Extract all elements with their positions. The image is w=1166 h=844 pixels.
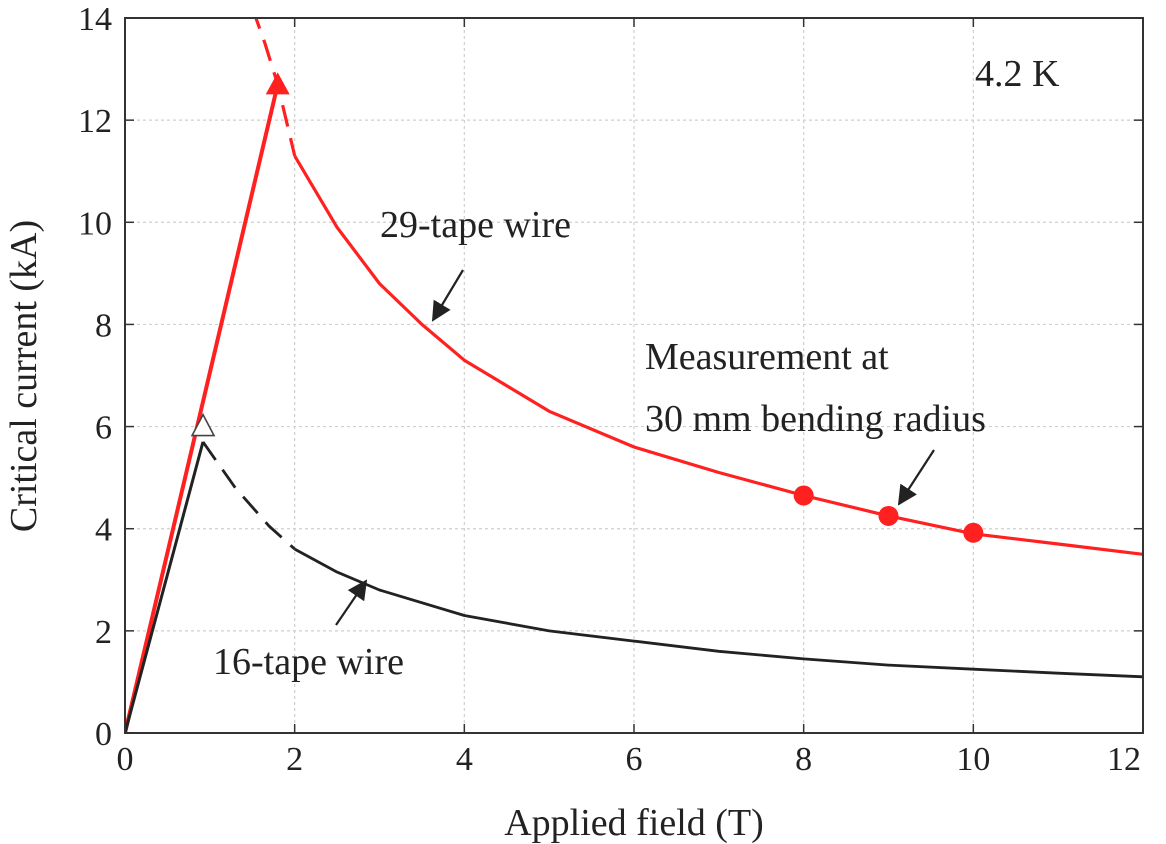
x-tick-label: 2 [286,741,303,778]
temperature-label: 4.2 K [975,53,1060,95]
x-tick-label: 12 [1107,741,1141,778]
series-layer [125,18,1143,733]
tape16-ramp-line [125,441,205,733]
y-tick-label: 4 [95,512,112,549]
series-group [125,18,1143,733]
tape16-peak-marker [190,412,216,437]
measurement-label-line2: 30 mm bending radius [645,398,986,440]
y-tick-label: 8 [95,307,112,344]
measurement-label-line1: Measurement at [645,336,889,378]
x-tick-label: 4 [456,741,473,778]
y-tick-label: 6 [95,410,112,447]
x-tick-label: 0 [117,741,134,778]
y-tick-label: 12 [78,103,112,140]
arrow-measurement [897,449,935,506]
measurement-point [793,485,814,506]
arrow-29-tape [431,269,464,322]
tape29-peak-marker [265,72,290,95]
y-tick-label: 14 [78,1,112,38]
x-tick-label: 10 [956,741,990,778]
tape29-ramp-line [125,83,280,733]
tape16-curve [294,547,1143,679]
grid [125,18,1143,733]
y-tick-label: 0 [95,716,112,753]
measurement-point [878,505,899,526]
y-tick-label: 10 [78,205,112,242]
label-16-tape-wire: 16-tape wire [213,641,404,683]
axis-ticks: 0 2 4 6 8 10 12 0 2 4 6 8 10 12 14 [78,1,1144,778]
tape16-dashed-segment [201,441,296,551]
label-29-tape-wire: 29-tape wire [380,204,571,246]
measurement-point [963,522,984,543]
x-tick-label: 8 [795,741,812,778]
arrow-16-tape [335,579,368,626]
y-tick-label: 2 [95,614,112,651]
y-axis-label: Critical current (kA) [3,220,45,532]
x-axis-label: Applied field (T) [504,802,764,844]
x-tick-label: 6 [626,741,643,778]
